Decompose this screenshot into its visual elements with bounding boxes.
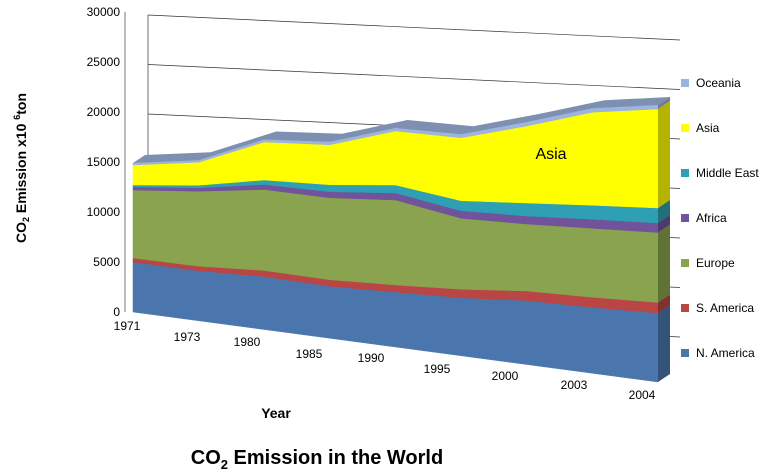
side-middle-east	[658, 200, 670, 223]
side-africa	[658, 215, 670, 233]
x-ticks-layer: 1971 1973 1980 1985 1990 1995 2000 2003 2004	[114, 319, 656, 402]
legend-label-africa: Africa	[696, 211, 727, 225]
y-tick-label-10000: 10000	[87, 205, 121, 219]
x-tick-label-1973: 1973	[174, 330, 201, 344]
areas-layer	[132, 97, 670, 383]
legend-label-middle-east: Middle East	[696, 166, 759, 180]
legend-layer: Oceania Asia Middle East Africa Europe S. Ame…	[681, 76, 759, 360]
x-tick-label-1980: 1980	[234, 335, 261, 349]
legend-swatch-africa	[681, 214, 689, 222]
x-tick-label-1995: 1995	[424, 362, 451, 376]
gridline-25000	[147, 64, 681, 90]
side-s-america	[658, 294, 670, 313]
asia-annotation: Asia	[535, 146, 566, 163]
legend-label-oceania: Oceania	[696, 76, 741, 90]
y-tick-label-25000: 25000	[87, 55, 121, 69]
legend-swatch-n-america	[681, 349, 689, 357]
legend-swatch-s-america	[681, 304, 689, 312]
x-tick-label-1971: 1971	[114, 319, 141, 333]
x-axis-title: Year	[261, 405, 291, 421]
x-tick-label-1985: 1985	[296, 347, 323, 361]
x-tick-label-2004: 2004	[629, 388, 656, 402]
x-tick-label-2003: 2003	[561, 378, 588, 392]
legend-label-asia: Asia	[696, 121, 720, 135]
side-asia	[658, 101, 670, 208]
legend-label-europe: Europe	[696, 256, 735, 270]
side-n-america	[658, 305, 670, 382]
legend-swatch-middle-east	[681, 169, 689, 177]
y-axis-title: CO2 Emission x10 6ton	[12, 93, 31, 243]
y-tick-label-30000: 30000	[87, 5, 121, 19]
legend-swatch-oceania	[681, 79, 689, 87]
ridge-oceania	[133, 97, 670, 163]
gridline-30000	[147, 14, 681, 41]
y-tick-label-0: 0	[113, 305, 120, 319]
y-tick-label-15000: 15000	[87, 155, 121, 169]
legend-label-n-america: N. America	[696, 346, 755, 360]
y-ticks-layer: 0 5000 10000 15000 20000 25000 30000	[87, 5, 121, 319]
chart-title: CO2 Emission in the World	[191, 447, 443, 472]
legend-swatch-asia	[681, 124, 689, 132]
y-tick-label-5000: 5000	[93, 255, 120, 269]
y-tick-label-20000: 20000	[87, 105, 121, 119]
side-europe	[658, 224, 670, 303]
legend-label-s-america: S. America	[696, 301, 754, 315]
x-tick-label-2000: 2000	[492, 369, 519, 383]
legend-swatch-europe	[681, 259, 689, 267]
side-oceania	[658, 97, 670, 109]
x-tick-label-1990: 1990	[358, 351, 385, 365]
